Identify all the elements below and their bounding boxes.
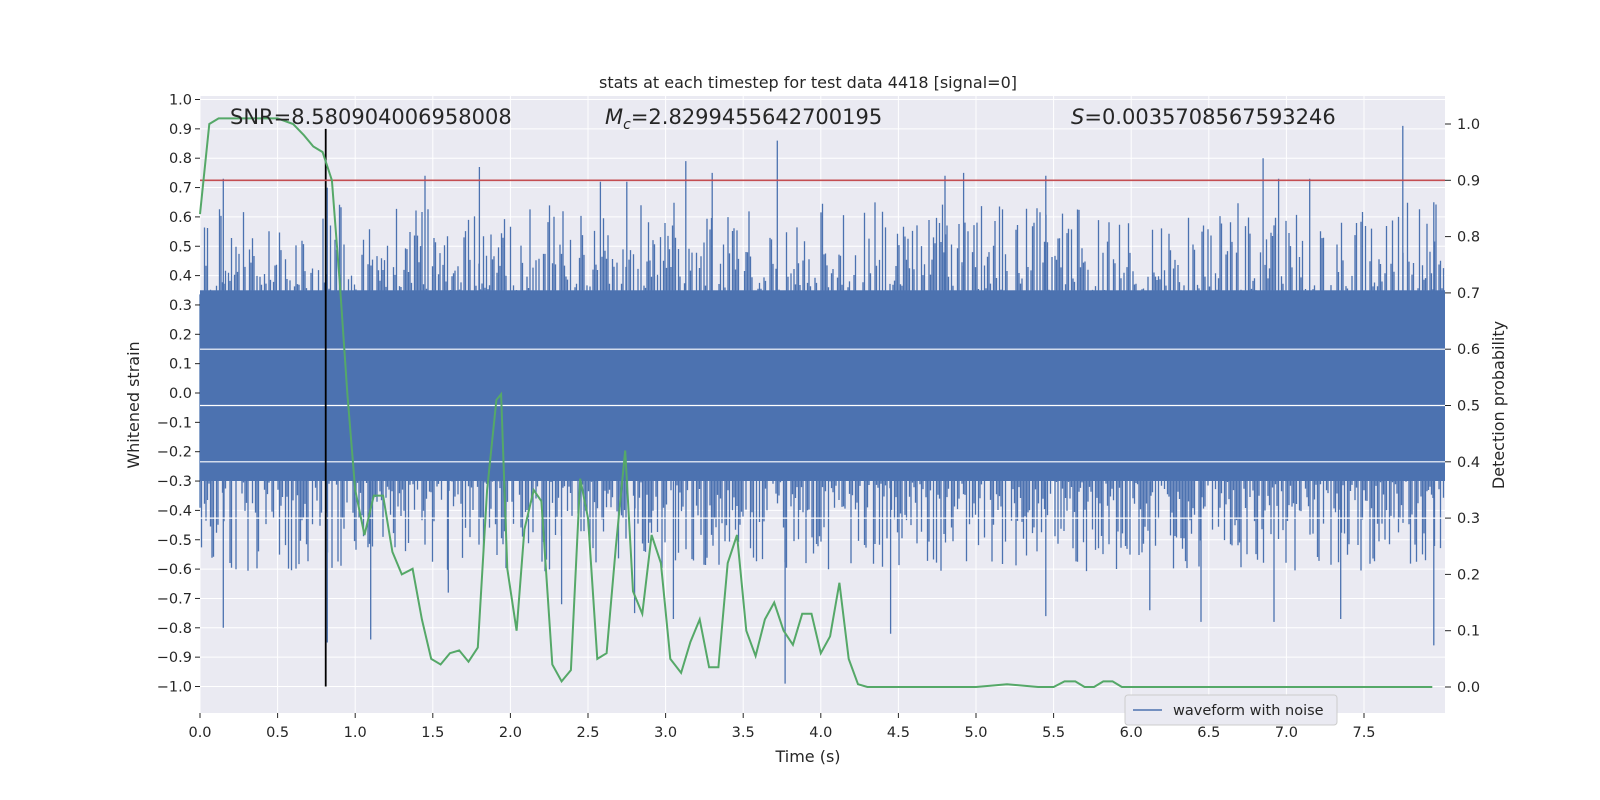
x-tick-label: 0.0 xyxy=(188,725,211,741)
x-tick-label: 7.0 xyxy=(1275,725,1298,741)
y-left-tick-label: −1.0 xyxy=(157,680,192,696)
y-right-tick-label: 0.2 xyxy=(1457,567,1480,583)
y-left-tick-label: −0.2 xyxy=(157,445,192,461)
x-tick-label: 5.0 xyxy=(964,725,987,741)
chirp-mass-symbol: M xyxy=(605,105,623,129)
y-left-tick-label: 0.1 xyxy=(169,357,192,373)
legend-label-waveform: waveform with noise xyxy=(1173,703,1324,719)
y-left-tick-label: 0.6 xyxy=(169,210,192,226)
y-right-tick-label: 0.0 xyxy=(1457,680,1480,696)
y-left-tick-label: −0.5 xyxy=(157,533,192,549)
y-left-tick-label: 0.4 xyxy=(169,269,192,285)
waveform-series xyxy=(199,125,1445,684)
y-left-tick-label: 0.8 xyxy=(169,151,192,167)
y-right-tick-label: 0.6 xyxy=(1457,342,1480,358)
statistic-annotation: S=0.0035708567593246 xyxy=(1071,105,1336,129)
probability-line xyxy=(199,117,1433,688)
y-left-tick-label: 0.9 xyxy=(169,122,192,138)
x-tick-label: 0.5 xyxy=(266,725,289,741)
x-tick-label: 6.0 xyxy=(1120,725,1143,741)
y-right-tick-label: 1.0 xyxy=(1457,117,1480,133)
y-left-tick-label: 0.3 xyxy=(169,298,192,314)
chirp-mass-annotation: Mc=2.8299455642700195 xyxy=(605,105,882,133)
y-right-tick-label: 0.4 xyxy=(1457,455,1480,471)
x-axis-ticks: 0.0 0.5 1.0 1.5 2.0 2.5 3.0 3.5 4.0 4.5 5.0 5.5 6.0 6… xyxy=(188,713,1376,741)
probability-series-group xyxy=(199,117,1433,688)
y-left-tick-label: −0.8 xyxy=(157,621,192,637)
x-tick-label: 2.0 xyxy=(499,725,522,741)
y-left-tick-label: 0.2 xyxy=(169,327,192,343)
y-right-tick-label: 0.8 xyxy=(1457,230,1480,246)
y-left-axis-ticks: 1.0 0.9 0.8 0.7 0.6 0.5 0.4 0.3 0.2 0.1 0.0 −0.1 −0.… xyxy=(157,93,200,696)
y-right-tick-label: 0.5 xyxy=(1457,399,1480,415)
x-tick-label: 1.5 xyxy=(421,725,444,741)
x-tick-label: 5.5 xyxy=(1042,725,1065,741)
x-tick-label: 3.0 xyxy=(654,725,677,741)
chirp-mass-value: =2.8299455642700195 xyxy=(631,105,882,129)
y-left-tick-label: −0.4 xyxy=(157,503,192,519)
y-left-tick-label: 0.5 xyxy=(169,239,192,255)
legend-box xyxy=(1124,694,1338,726)
y-right-axis-ticks: 1.0 0.9 0.8 0.7 0.6 0.5 0.4 0.3 0.2 0.1 0.0 xyxy=(1445,117,1480,696)
y-left-tick-label: −0.1 xyxy=(157,415,192,431)
x-tick-label: 1.0 xyxy=(344,725,367,741)
x-tick-label: 7.5 xyxy=(1352,725,1375,741)
y-left-tick-label: 1.0 xyxy=(169,93,192,109)
y-left-tick-label: −0.3 xyxy=(157,474,192,490)
y-left-tick-label: −0.6 xyxy=(157,562,192,578)
x-tick-label: 3.5 xyxy=(732,725,755,741)
y-right-tick-label: 0.9 xyxy=(1457,173,1480,189)
chart-title: stats at each timestep for test data 441… xyxy=(599,73,1017,92)
statistic-symbol: S xyxy=(1071,105,1084,129)
statistic-value: =0.0035708567593246 xyxy=(1084,105,1335,129)
y-left-axis-label: Whitened strain xyxy=(124,341,143,468)
y-right-axis-label: Detection probability xyxy=(1489,321,1508,489)
x-tick-label: 4.5 xyxy=(887,725,910,741)
y-right-tick-label: 0.7 xyxy=(1457,286,1480,302)
waveform-spikes xyxy=(199,125,1445,684)
y-left-tick-label: −0.7 xyxy=(157,591,192,607)
x-tick-label: 6.5 xyxy=(1197,725,1220,741)
y-left-tick-label: 0.7 xyxy=(169,181,192,197)
x-tick-label: 4.0 xyxy=(809,725,832,741)
y-right-tick-label: 0.1 xyxy=(1457,624,1480,640)
chirp-mass-subscript: c xyxy=(623,117,631,133)
y-right-tick-label: 0.3 xyxy=(1457,511,1480,527)
snr-annotation: SNR=8.580904006958008 xyxy=(230,105,512,129)
y-left-tick-label: −0.9 xyxy=(157,650,192,666)
x-axis-label: Time (s) xyxy=(774,747,840,766)
x-tick-label: 2.5 xyxy=(576,725,599,741)
legend: waveform with noise xyxy=(1124,694,1338,726)
y-left-tick-label: 0.0 xyxy=(169,386,192,402)
